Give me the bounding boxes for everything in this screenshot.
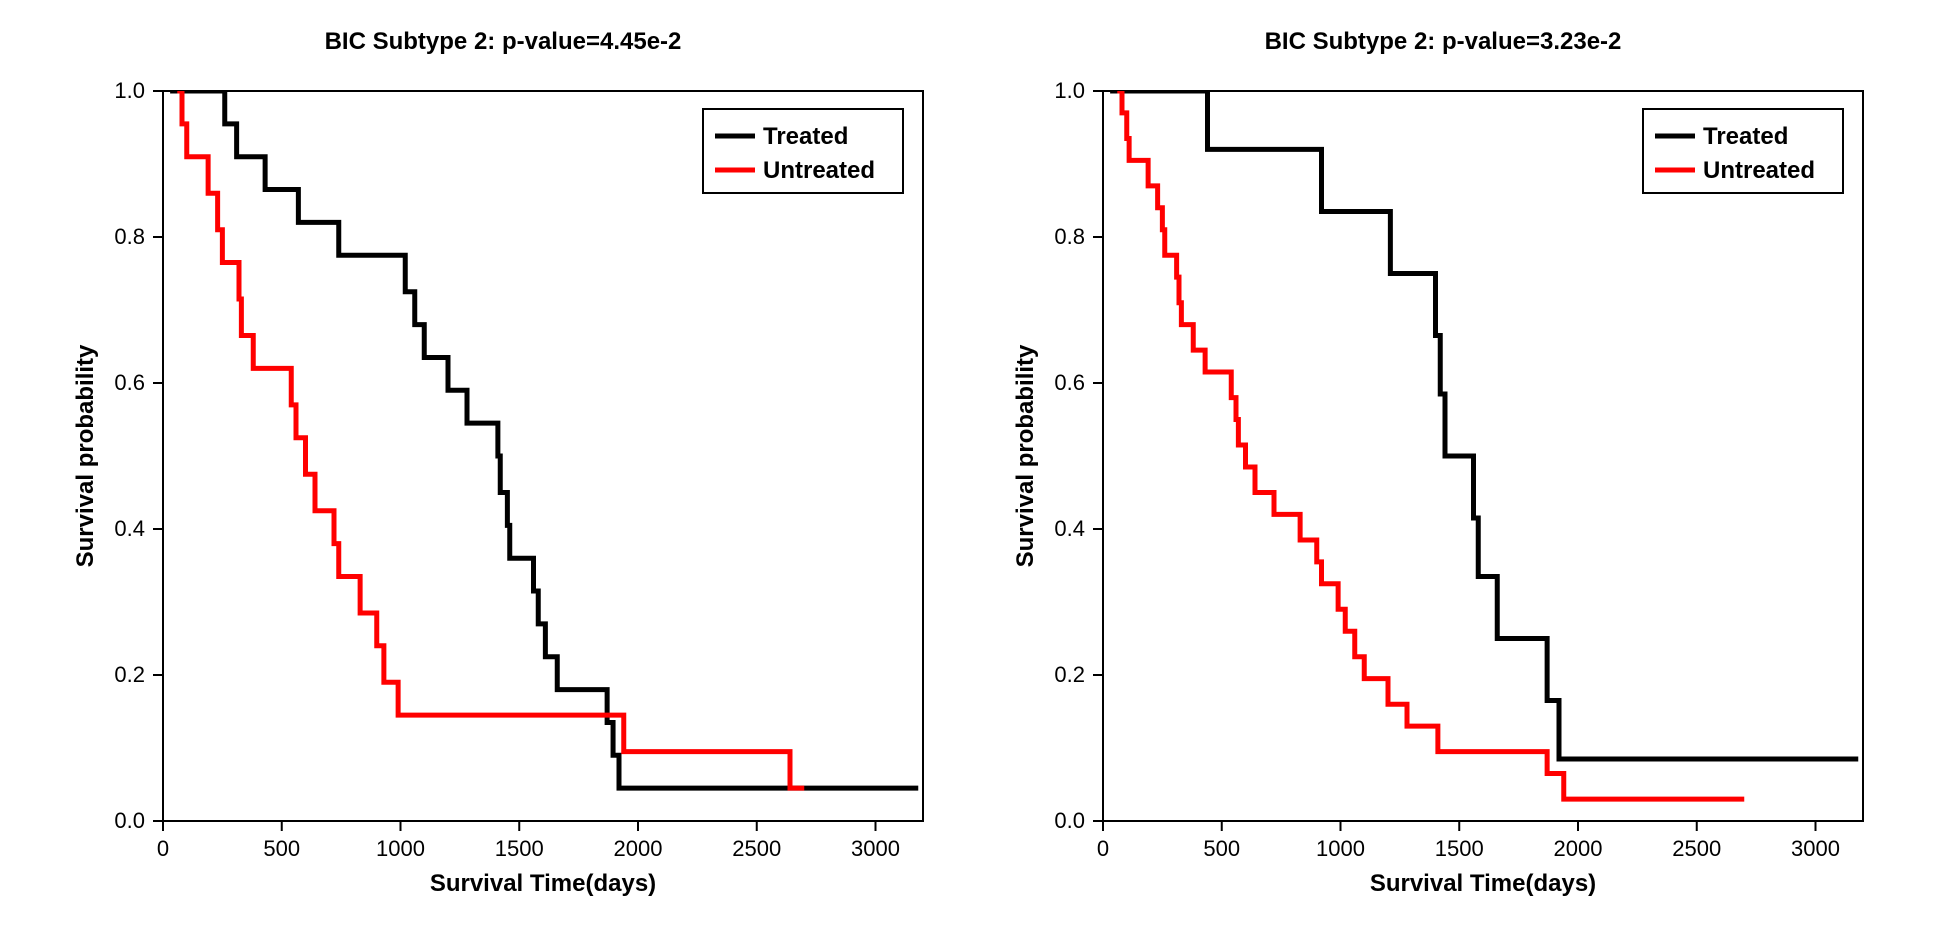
y-tick-label: 0.4	[114, 516, 145, 541]
x-tick-label: 2500	[732, 836, 781, 861]
charts-container: BIC Subtype 2: p-value=4.45e-2 0 500 1000 1…	[63, 28, 1883, 901]
y-tick-label: 0.4	[1054, 516, 1085, 541]
legend-label: Treated	[1703, 123, 1788, 150]
chart-title-left: BIC Subtype 2: p-value=4.45e-2	[63, 28, 943, 56]
y-axis-label: Survival probability	[72, 343, 99, 566]
x-tick-label: 3000	[851, 836, 900, 861]
y-tick-label: 1.0	[1054, 78, 1085, 103]
y-tick-label: 0.0	[1054, 808, 1085, 833]
x-tick-label: 2500	[1672, 836, 1721, 861]
x-axis-label: Survival Time(days)	[430, 870, 656, 897]
x-tick-label: 500	[1203, 836, 1240, 861]
chart-left: BIC Subtype 2: p-value=4.45e-2 0 500 1000 1…	[63, 28, 943, 901]
chart-right: BIC Subtype 2: p-value=3.23e-2 0 500 1000 1…	[1003, 28, 1883, 901]
x-tick-label: 500	[263, 836, 300, 861]
x-tick-label: 1000	[376, 836, 425, 861]
x-tick-label: 1500	[1435, 836, 1484, 861]
y-tick-label: 0.8	[1054, 224, 1085, 249]
plot-area-left: 0 500 1000 1500 2000 2500 3000 0.0 0.2 0.4 0.6 0.8 1…	[63, 71, 943, 901]
y-tick-label: 0.6	[1054, 370, 1085, 395]
x-tick-label: 0	[157, 836, 169, 861]
x-tick-label: 2000	[1554, 836, 1603, 861]
y-tick-label: 0.2	[114, 662, 145, 687]
plot-area-right: 0 500 1000 1500 2000 2500 3000 0.0 0.2 0.4 0.6 0.8 1…	[1003, 71, 1883, 901]
y-axis-label: Survival probability	[1012, 343, 1039, 566]
chart-title-right: BIC Subtype 2: p-value=3.23e-2	[1003, 28, 1883, 56]
y-tick-label: 1.0	[114, 78, 145, 103]
x-tick-label: 3000	[1791, 836, 1840, 861]
x-tick-label: 1000	[1316, 836, 1365, 861]
legend-label: Untreated	[1703, 157, 1815, 184]
x-tick-label: 0	[1097, 836, 1109, 861]
y-tick-label: 0.0	[114, 808, 145, 833]
legend-label: Untreated	[763, 157, 875, 184]
plot-box	[1103, 91, 1863, 821]
x-axis-label: Survival Time(days)	[1370, 870, 1596, 897]
y-tick-label: 0.8	[114, 224, 145, 249]
y-tick-label: 0.2	[1054, 662, 1085, 687]
y-tick-label: 0.6	[114, 370, 145, 395]
plot-box	[163, 91, 923, 821]
legend-label: Treated	[763, 123, 848, 150]
x-tick-label: 2000	[614, 836, 663, 861]
x-tick-label: 1500	[495, 836, 544, 861]
